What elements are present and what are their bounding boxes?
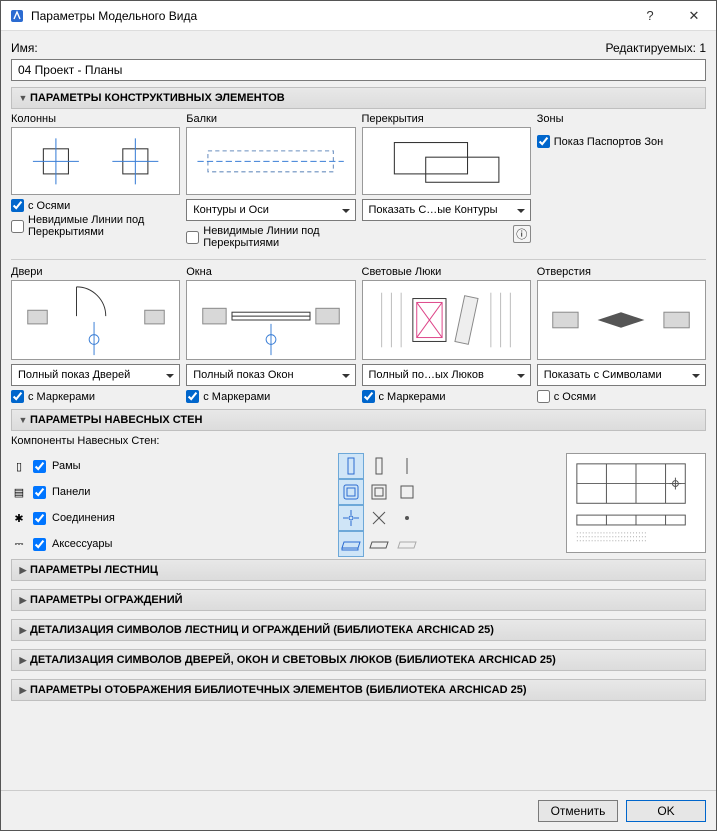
chevron-right-icon: ▶ [16, 565, 30, 576]
doors-preview [11, 280, 180, 360]
holes-label: Отверстия [537, 266, 706, 278]
doors-markers-check[interactable] [11, 390, 24, 403]
cw-preview [566, 453, 706, 553]
section-construct[interactable]: ▼ ПАРАМЕТРЫ КОНСТРУКТИВНЫХ ЭЛЕМЕНТОВ [11, 87, 706, 109]
slabs-preview [362, 127, 531, 195]
help-button[interactable]: ? [628, 1, 672, 31]
section-stairs[interactable]: ▶ПАРАМЕТРЫ ЛЕСТНИЦ [11, 559, 706, 581]
columns-hidden-check[interactable] [11, 220, 24, 233]
chevron-right-icon: ▶ [16, 625, 30, 636]
windows-combo[interactable]: Полный показ Окон [186, 364, 355, 386]
windows-label: Окна [186, 266, 355, 278]
chevron-down-icon: ▼ [16, 93, 30, 103]
joints-opt-3[interactable] [394, 505, 420, 531]
close-button[interactable]: ✕ [672, 1, 716, 31]
ok-button[interactable]: OK [626, 800, 706, 822]
cancel-button[interactable]: Отменить [538, 800, 618, 822]
columns-axes-check[interactable] [11, 199, 24, 212]
accessories-check[interactable] [33, 538, 46, 551]
frames-check[interactable] [33, 460, 46, 473]
section-lib-display[interactable]: ▶ПАРАМЕТРЫ ОТОБРАЖЕНИЯ БИБЛИОТЕЧНЫХ ЭЛЕМ… [11, 679, 706, 701]
panels-opt-1[interactable] [338, 479, 364, 505]
skylights-markers-check[interactable] [362, 390, 375, 403]
windows-markers-check[interactable] [186, 390, 199, 403]
frames-icon: ▯ [11, 460, 27, 473]
beams-label: Балки [186, 113, 355, 125]
doors-combo[interactable]: Полный показ Дверей [11, 364, 180, 386]
acc-opt-2[interactable] [366, 531, 392, 557]
beams-combo[interactable]: Контуры и Оси [186, 199, 355, 221]
section-stair-detail[interactable]: ▶ДЕТАЛИЗАЦИЯ СИМВОЛОВ ЛЕСТНИЦ И ОГРАЖДЕН… [11, 619, 706, 641]
section-railings[interactable]: ▶ПАРАМЕТРЫ ОГРАЖДЕНИЙ [11, 589, 706, 611]
chevron-right-icon: ▶ [16, 655, 30, 666]
info-icon[interactable]: ⓘ [513, 225, 531, 243]
cw-components-label: Компоненты Навесных Стен: [11, 435, 706, 447]
holes-axes-check[interactable] [537, 390, 550, 403]
holes-preview [537, 280, 706, 360]
joints-check[interactable] [33, 512, 46, 525]
panels-opt-3[interactable] [394, 479, 420, 505]
beams-preview [186, 127, 355, 195]
zones-label: Зоны [537, 113, 706, 125]
panels-opt-2[interactable] [366, 479, 392, 505]
panels-icon: ▤ [11, 486, 27, 499]
name-label: Имя: [11, 41, 38, 55]
panels-check[interactable] [33, 486, 46, 499]
frames-opt-1[interactable] [338, 453, 364, 479]
doors-label: Двери [11, 266, 180, 278]
chevron-right-icon: ▶ [16, 685, 30, 696]
window-title: Параметры Модельного Вида [31, 9, 628, 23]
skylights-label: Световые Люки [362, 266, 531, 278]
acc-opt-1[interactable] [338, 531, 364, 557]
chevron-down-icon: ▼ [16, 415, 30, 425]
section-curtain[interactable]: ▼ ПАРАМЕТРЫ НАВЕСНЫХ СТЕН [11, 409, 706, 431]
section-door-detail[interactable]: ▶ДЕТАЛИЗАЦИЯ СИМВОЛОВ ДВЕРЕЙ, ОКОН И СВЕ… [11, 649, 706, 671]
name-input[interactable] [11, 59, 706, 81]
frames-opt-2[interactable] [366, 453, 392, 479]
zones-passport-check[interactable] [537, 135, 550, 148]
app-icon [9, 8, 25, 24]
beams-hidden-check[interactable] [186, 231, 199, 244]
slabs-combo[interactable]: Показать С…ые Контуры [362, 199, 531, 221]
windows-preview [186, 280, 355, 360]
holes-combo[interactable]: Показать с Символами [537, 364, 706, 386]
frames-opt-3[interactable] [394, 453, 420, 479]
editable-count: Редактируемых: 1 [606, 41, 706, 55]
columns-label: Колонны [11, 113, 180, 125]
skylights-preview [362, 280, 531, 360]
joints-icon: ✱ [11, 512, 27, 525]
columns-preview [11, 127, 180, 195]
slabs-label: Перекрытия [362, 113, 531, 125]
acc-opt-3[interactable] [394, 531, 420, 557]
accessories-icon: ⎓ [11, 538, 27, 551]
titlebar: Параметры Модельного Вида ? ✕ [1, 1, 716, 31]
joints-opt-2[interactable] [366, 505, 392, 531]
skylights-combo[interactable]: Полный по…ых Люков [362, 364, 531, 386]
chevron-right-icon: ▶ [16, 595, 30, 606]
joints-opt-1[interactable] [338, 505, 364, 531]
